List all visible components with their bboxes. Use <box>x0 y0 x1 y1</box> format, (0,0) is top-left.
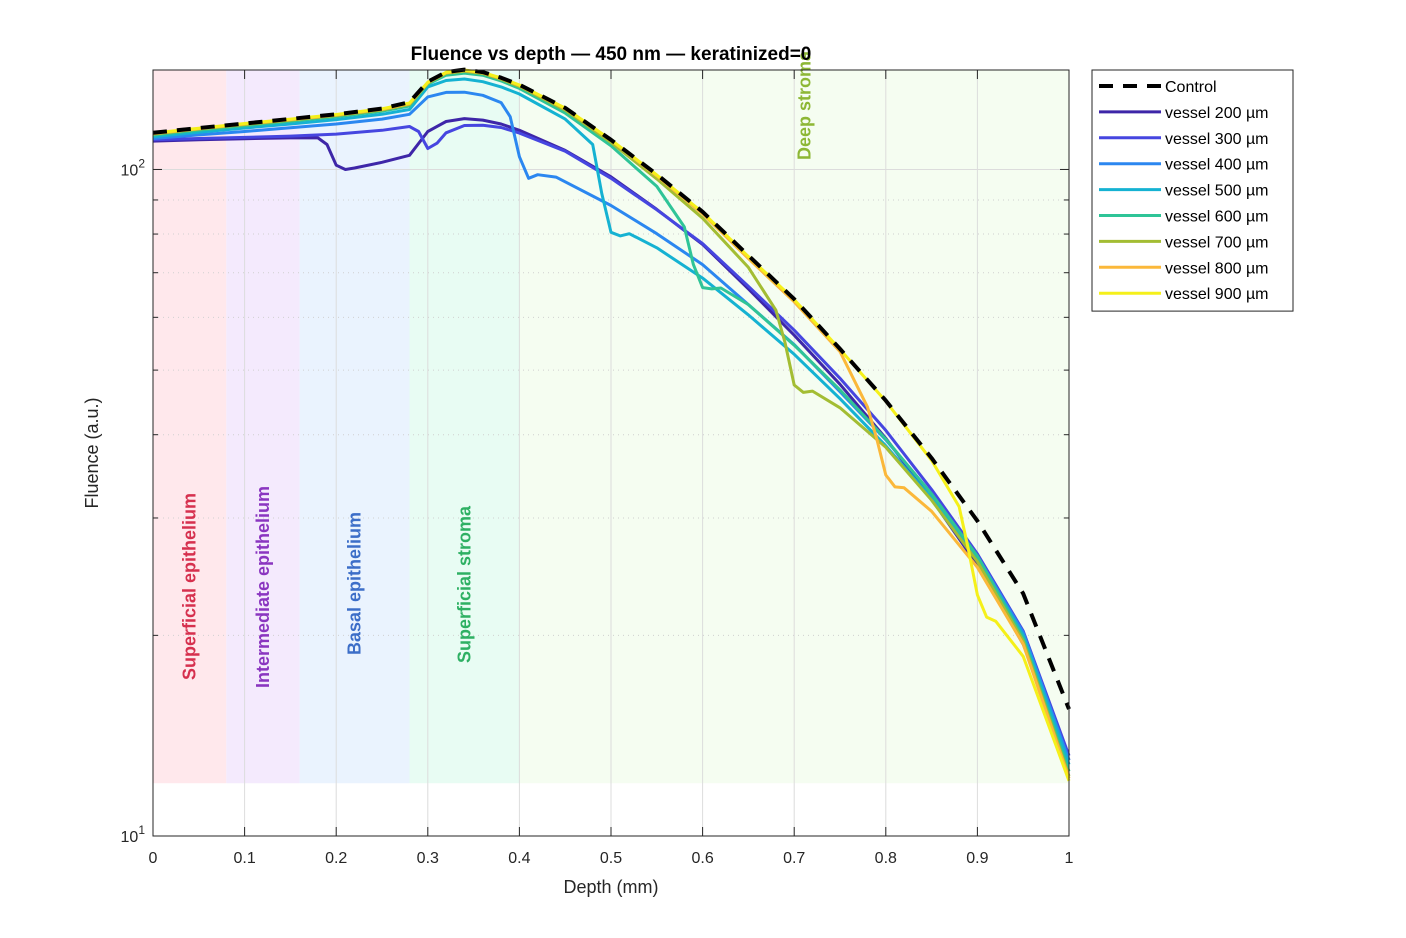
legend: Control vessel 200 µm vessel 300 µm vessel … <box>1091 69 1294 312</box>
y-tick-base: 10 <box>121 829 139 846</box>
y-tick-base: 10 <box>121 162 139 179</box>
legend-entry-8: vessel 900 µm <box>1165 286 1268 303</box>
y-axis-label: Fluence (a.u.) <box>82 397 102 508</box>
x-tick-label: 0.8 <box>875 850 897 867</box>
series-line-1 <box>152 117 1071 761</box>
y-tick-exponent: 2 <box>138 156 145 170</box>
legend-entry-4: vessel 500 µm <box>1165 183 1268 200</box>
x-axis-label: Depth (mm) <box>563 877 658 897</box>
legend-entry-2: vessel 300 µm <box>1165 131 1268 148</box>
legend-entry-5: vessel 600 µm <box>1165 209 1268 226</box>
x-tick-label: 0.9 <box>966 850 988 867</box>
x-tick-label: 1 <box>1065 850 1074 867</box>
band-label: Basal epithelium <box>345 512 365 655</box>
series-line-4 <box>152 77 1071 766</box>
band-3 <box>409 70 520 784</box>
band-0 <box>153 70 227 784</box>
legend-entry-6: vessel 700 µm <box>1165 234 1268 251</box>
band-label: Superficial epithelium <box>180 493 200 680</box>
y-tick-label: 101 <box>121 823 146 846</box>
legend-entry-0: Control <box>1165 79 1217 96</box>
band-label: Intermediate epithelium <box>253 486 273 688</box>
x-tick-label: 0.5 <box>600 850 622 867</box>
layer-band-labels: Superficial epithelium Intermediate epith… <box>180 50 815 688</box>
x-tick-label: 0 <box>149 850 158 867</box>
x-tick-label: 0.3 <box>417 850 439 867</box>
chart-title: Fluence vs depth — 450 nm — keratinized=… <box>411 44 812 65</box>
x-tick-label: 0.2 <box>325 850 347 867</box>
x-tick-label: 0.1 <box>233 850 255 867</box>
legend-entry-1: vessel 200 µm <box>1165 105 1268 122</box>
band-label: Superficial stroma <box>454 505 474 663</box>
band-1 <box>226 70 300 784</box>
y-tick-exponent: 1 <box>138 823 145 837</box>
legend-entry-3: vessel 400 µm <box>1165 157 1268 174</box>
band-2 <box>299 70 410 784</box>
x-tick-label: 0.6 <box>691 850 713 867</box>
series-line-0 <box>152 67 1071 710</box>
legend-entry-7: vessel 800 µm <box>1165 260 1268 277</box>
y-tick-label: 102 <box>121 156 146 179</box>
series-lines <box>152 67 1071 782</box>
x-tick-label: 0.4 <box>508 850 530 867</box>
band-label: Deep stroma <box>795 50 815 160</box>
x-tick-label: 0.7 <box>783 850 805 867</box>
